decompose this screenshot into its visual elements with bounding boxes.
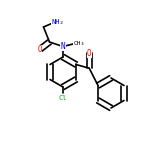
Text: N: N: [61, 42, 65, 51]
Text: O: O: [38, 45, 42, 54]
Text: NH₂: NH₂: [51, 20, 64, 26]
Text: Cl: Cl: [59, 94, 67, 100]
Text: CH₃: CH₃: [73, 41, 84, 46]
Text: O: O: [87, 49, 92, 58]
